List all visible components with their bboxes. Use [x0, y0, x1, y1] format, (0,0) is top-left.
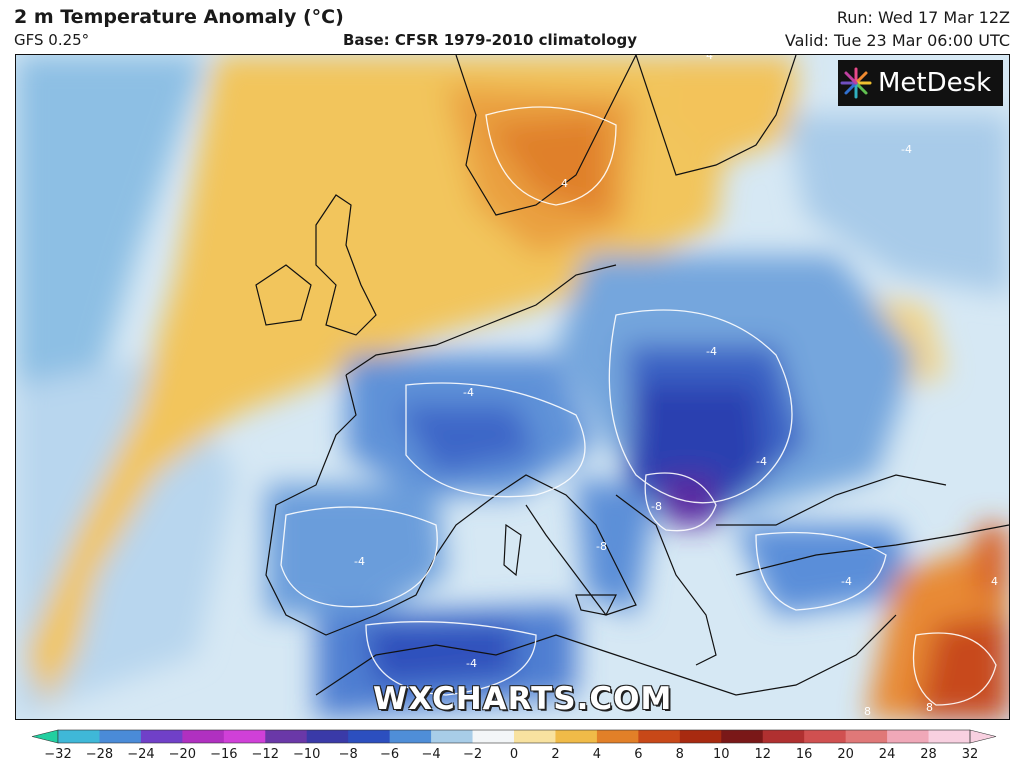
colorbar [31, 729, 997, 744]
colorbar-min-arrow [31, 729, 59, 744]
colorbar-cell [472, 730, 515, 743]
colorbar-cell [99, 730, 142, 743]
colorbar-tick-label: 10 [712, 747, 730, 762]
colorbar-cell [223, 730, 266, 743]
metdesk-flower-icon [840, 67, 872, 99]
base-climatology-label: Base: CFSR 1979-2010 climatology [343, 31, 638, 49]
colorbar-tick-label: 12 [754, 747, 771, 762]
contour-label: -4 [706, 345, 717, 358]
colorbar-tick-label: −20 [168, 747, 197, 762]
colorbar-tick-label: −10 [293, 747, 321, 762]
contour-label: 8 [926, 701, 933, 714]
colorbar-tick-label: −32 [44, 747, 72, 762]
colorbar-max-arrow [969, 729, 997, 744]
colorbar-tick-label: 2 [551, 747, 560, 762]
contour-label: 4 [991, 575, 998, 588]
model-label: GFS 0.25° [14, 31, 90, 49]
colorbar-cell [348, 730, 391, 743]
contour-labels: -4 -4 -4 -4 -4 -4 -4 4 4 4 -8 -8 8 8 [354, 55, 998, 718]
contour-label: -8 [596, 540, 607, 553]
colorbar-tick-label: 8 [675, 747, 684, 762]
colorbar-tick-label: −16 [210, 747, 238, 762]
colorbar-cell [389, 730, 432, 743]
contour-label: -4 [466, 657, 477, 670]
colorbar-cell [596, 730, 639, 743]
contour-label: 4 [561, 177, 568, 190]
colorbar-cell [638, 730, 681, 743]
wxcharts-watermark: WXCHARTS.COM [373, 681, 673, 717]
run-time-label: Run: Wed 17 Mar 12Z [836, 8, 1010, 27]
colorbar-tick-label: −24 [127, 747, 155, 762]
colorbar-cell [182, 730, 225, 743]
colorbar-cell [721, 730, 764, 743]
colorbar-cell [306, 730, 349, 743]
colorbar-tick-label: 32 [961, 747, 979, 762]
colorbar-tick-label: −2 [462, 747, 483, 762]
contour-label: -4 [463, 386, 474, 399]
colorbar-tick-label: −6 [380, 747, 400, 762]
colorbar-cell [140, 730, 183, 743]
colorbar-tick-label: 6 [634, 747, 643, 762]
contour-label: -4 [756, 455, 767, 468]
colorbar-tick-label: −4 [421, 747, 441, 762]
contour-label: -4 [841, 575, 852, 588]
colorbar-cell [762, 730, 805, 743]
colorbar-tick-label: 4 [592, 747, 602, 762]
metdesk-logo: MetDesk [838, 60, 1003, 106]
colorbar-cell [679, 730, 722, 743]
colorbar-cell [431, 730, 474, 743]
contour-label: -4 [354, 555, 365, 568]
colorbar-cell [845, 730, 888, 743]
colorbar-tick-label: 0 [509, 747, 519, 762]
contour-label: -8 [651, 500, 662, 513]
colorbar-cell [514, 730, 556, 743]
coastlines [255, 55, 1009, 696]
logo-text: MetDesk [878, 68, 992, 98]
colorbar-tick-label: 28 [920, 747, 937, 762]
anomaly-map[interactable]: -4 -4 -4 -4 -4 -4 -4 4 4 4 -8 -8 8 8 [15, 54, 1010, 720]
colorbar-tick-label: 16 [795, 747, 813, 762]
colorbar-tick-label: 20 [837, 747, 854, 762]
map-canvas: -4 -4 -4 -4 -4 -4 -4 4 4 4 -8 -8 8 8 [16, 55, 1009, 719]
colorbar-tick-label: 24 [878, 747, 896, 762]
colorbar-cell [265, 730, 308, 743]
colorbar-tick-label: −8 [338, 747, 358, 762]
colorbar-tick-label: −12 [251, 747, 279, 762]
chart-title: 2 m Temperature Anomaly (°C) [14, 6, 344, 28]
contour-label: 4 [706, 55, 713, 62]
colorbar-cell [804, 730, 847, 743]
colorbar-outline [57, 729, 971, 744]
colorbar-cell [887, 730, 930, 743]
colorbar-cell [555, 730, 598, 743]
contour-label: 8 [864, 705, 871, 718]
colorbar-cell [928, 730, 971, 743]
colorbar-tick-label: −28 [85, 747, 114, 762]
valid-time-label: Valid: Tue 23 Mar 06:00 UTC [784, 31, 1010, 50]
colorbar-cell [58, 730, 100, 743]
contour-label: -4 [901, 143, 912, 156]
contour-lines [280, 106, 997, 706]
